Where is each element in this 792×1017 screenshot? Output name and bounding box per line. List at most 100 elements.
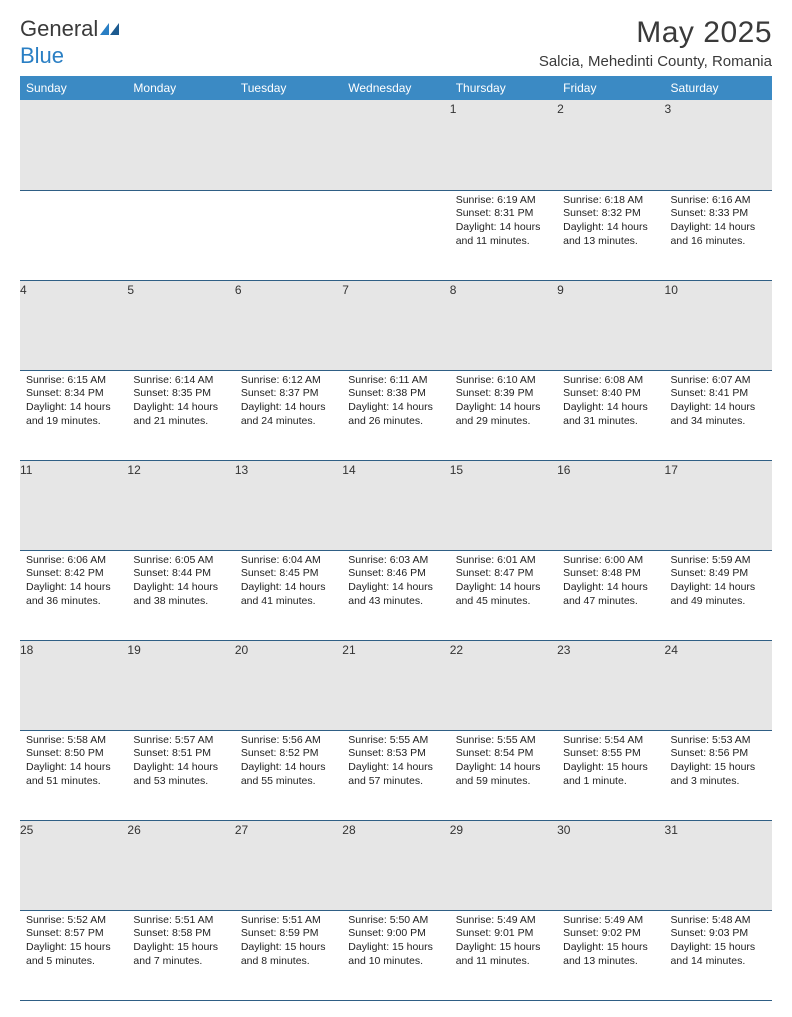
weekday-header: Wednesday	[342, 76, 449, 100]
day-cell: Sunrise: 6:10 AMSunset: 8:39 PMDaylight:…	[450, 370, 557, 460]
day-cell: Sunrise: 6:18 AMSunset: 8:32 PMDaylight:…	[557, 190, 664, 280]
day-cell: Sunrise: 5:49 AMSunset: 9:01 PMDaylight:…	[450, 910, 557, 1000]
daynum-row: 11 1213 14 1516 17	[20, 460, 772, 550]
day-cell	[20, 190, 127, 280]
day-info: Sunrise: 5:54 AMSunset: 8:55 PMDaylight:…	[557, 731, 664, 794]
day-cell: Sunrise: 6:05 AMSunset: 8:44 PMDaylight:…	[127, 550, 234, 640]
daynum-cell: 29	[450, 820, 557, 910]
day-number: 21	[342, 643, 355, 657]
day-cell	[127, 190, 234, 280]
daynum-row: 45678910	[20, 280, 772, 370]
daynum-cell: 9	[557, 280, 664, 370]
daynum-cell: 12	[127, 460, 234, 550]
month-title: May 2025	[539, 16, 772, 50]
day-info: Sunrise: 6:03 AMSunset: 8:46 PMDaylight:…	[342, 551, 449, 614]
day-cell: Sunrise: 6:04 AMSunset: 8:45 PMDaylight:…	[235, 550, 342, 640]
day-number: 11	[20, 463, 32, 477]
weekday-header: Thursday	[450, 76, 557, 100]
day-info: Sunrise: 5:50 AMSunset: 9:00 PMDaylight:…	[342, 911, 449, 974]
daynum-cell: 4	[20, 280, 127, 370]
daynum-row: 123	[20, 100, 772, 190]
day-info: Sunrise: 5:55 AMSunset: 8:54 PMDaylight:…	[450, 731, 557, 794]
logo: General Blue	[20, 16, 121, 69]
day-cell: Sunrise: 5:51 AMSunset: 8:58 PMDaylight:…	[127, 910, 234, 1000]
daynum-cell	[235, 100, 342, 190]
day-info: Sunrise: 6:11 AMSunset: 8:38 PMDaylight:…	[342, 371, 449, 434]
daynum-cell	[127, 100, 234, 190]
logo-text: General Blue	[20, 16, 121, 69]
daynum-row: 18 1920 21 22 23 24	[20, 640, 772, 730]
day-info: Sunrise: 6:05 AMSunset: 8:44 PMDaylight:…	[127, 551, 234, 614]
day-info: Sunrise: 5:51 AMSunset: 8:58 PMDaylight:…	[127, 911, 234, 974]
day-info: Sunrise: 5:53 AMSunset: 8:56 PMDaylight:…	[665, 731, 772, 794]
logo-triangle-icon	[100, 21, 120, 37]
daynum-cell: 1	[450, 100, 557, 190]
day-number: 17	[665, 463, 678, 477]
day-cell: Sunrise: 5:53 AMSunset: 8:56 PMDaylight:…	[665, 730, 772, 820]
day-number: 23	[557, 643, 570, 657]
daynum-cell: 13	[235, 460, 342, 550]
week-row: Sunrise: 5:52 AMSunset: 8:57 PMDaylight:…	[20, 910, 772, 1000]
day-info: Sunrise: 5:48 AMSunset: 9:03 PMDaylight:…	[665, 911, 772, 974]
day-number: 6	[235, 283, 242, 297]
daynum-cell: 11	[20, 460, 127, 550]
daynum-cell: 25	[20, 820, 127, 910]
day-info: Sunrise: 5:55 AMSunset: 8:53 PMDaylight:…	[342, 731, 449, 794]
day-cell: Sunrise: 6:15 AMSunset: 8:34 PMDaylight:…	[20, 370, 127, 460]
daynum-cell: 19	[127, 640, 234, 730]
day-number: 22	[450, 643, 463, 657]
weekday-header: Saturday	[665, 76, 772, 100]
day-info: Sunrise: 5:51 AMSunset: 8:59 PMDaylight:…	[235, 911, 342, 974]
daynum-cell: 10	[665, 280, 772, 370]
day-cell: Sunrise: 6:14 AMSunset: 8:35 PMDaylight:…	[127, 370, 234, 460]
day-number: 7	[342, 283, 349, 297]
day-number: 16	[557, 463, 570, 477]
day-number: 10	[665, 283, 678, 297]
day-number: 14	[342, 463, 355, 477]
day-info: Sunrise: 6:14 AMSunset: 8:35 PMDaylight:…	[127, 371, 234, 434]
daynum-cell: 26	[127, 820, 234, 910]
daynum-cell: 27	[235, 820, 342, 910]
day-cell	[342, 190, 449, 280]
day-cell: Sunrise: 6:08 AMSunset: 8:40 PMDaylight:…	[557, 370, 664, 460]
day-info: Sunrise: 6:04 AMSunset: 8:45 PMDaylight:…	[235, 551, 342, 614]
weekday-header: Friday	[557, 76, 664, 100]
day-info: Sunrise: 5:57 AMSunset: 8:51 PMDaylight:…	[127, 731, 234, 794]
weekday-header-row: Sunday Monday Tuesday Wednesday Thursday…	[20, 76, 772, 100]
daynum-cell: 8	[450, 280, 557, 370]
day-number: 27	[235, 823, 248, 837]
day-number: 31	[665, 823, 678, 837]
weekday-header: Sunday	[20, 76, 127, 100]
day-number: 1	[450, 102, 457, 116]
day-number: 8	[450, 283, 457, 297]
day-info: Sunrise: 6:19 AMSunset: 8:31 PMDaylight:…	[450, 191, 557, 254]
daynum-cell: 30	[557, 820, 664, 910]
day-cell: Sunrise: 5:58 AMSunset: 8:50 PMDaylight:…	[20, 730, 127, 820]
day-info: Sunrise: 5:49 AMSunset: 9:01 PMDaylight:…	[450, 911, 557, 974]
weekday-header: Monday	[127, 76, 234, 100]
daynum-cell: 15	[450, 460, 557, 550]
day-number: 30	[557, 823, 570, 837]
day-cell: Sunrise: 6:07 AMSunset: 8:41 PMDaylight:…	[665, 370, 772, 460]
day-cell: Sunrise: 5:54 AMSunset: 8:55 PMDaylight:…	[557, 730, 664, 820]
daynum-cell: 16	[557, 460, 664, 550]
day-number: 24	[665, 643, 678, 657]
day-number: 25	[20, 823, 33, 837]
daynum-cell: 24	[665, 640, 772, 730]
day-info: Sunrise: 6:12 AMSunset: 8:37 PMDaylight:…	[235, 371, 342, 434]
day-number: 28	[342, 823, 355, 837]
day-number: 18	[20, 643, 33, 657]
day-info: Sunrise: 6:07 AMSunset: 8:41 PMDaylight:…	[665, 371, 772, 434]
day-cell: Sunrise: 6:06 AMSunset: 8:42 PMDaylight:…	[20, 550, 127, 640]
day-cell: Sunrise: 5:48 AMSunset: 9:03 PMDaylight:…	[665, 910, 772, 1000]
day-info: Sunrise: 6:00 AMSunset: 8:48 PMDaylight:…	[557, 551, 664, 614]
day-info: Sunrise: 6:08 AMSunset: 8:40 PMDaylight:…	[557, 371, 664, 434]
week-row: Sunrise: 6:15 AMSunset: 8:34 PMDaylight:…	[20, 370, 772, 460]
daynum-row: 25 26 27 28 2930 31	[20, 820, 772, 910]
day-info: Sunrise: 6:01 AMSunset: 8:47 PMDaylight:…	[450, 551, 557, 614]
logo-blue: Blue	[20, 43, 64, 68]
day-number: 26	[127, 823, 140, 837]
day-cell: Sunrise: 5:57 AMSunset: 8:51 PMDaylight:…	[127, 730, 234, 820]
day-number: 13	[235, 463, 248, 477]
day-number: 20	[235, 643, 248, 657]
